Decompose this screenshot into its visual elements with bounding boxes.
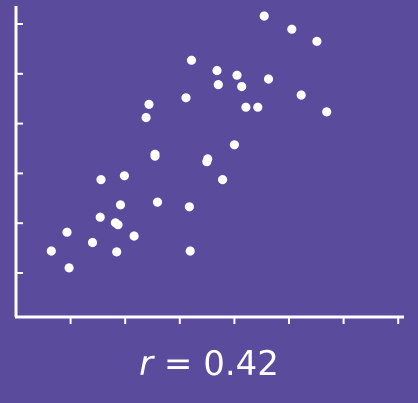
- data-point: [87, 237, 98, 248]
- data-point: [259, 11, 269, 21]
- data-point: [115, 200, 126, 210]
- data-point: [112, 247, 122, 257]
- data-point: [263, 74, 274, 84]
- data-point: [144, 99, 154, 109]
- data-point: [296, 90, 306, 100]
- data-point: [113, 220, 123, 230]
- data-point: [150, 151, 160, 161]
- data-point: [141, 112, 151, 123]
- data-point: [185, 246, 195, 256]
- data-point: [253, 102, 263, 112]
- data-point: [213, 80, 223, 90]
- data-point: [96, 175, 106, 185]
- data-point: [46, 246, 56, 256]
- data-point: [119, 171, 129, 181]
- data-point: [203, 154, 213, 164]
- data-point: [184, 202, 194, 212]
- correlation-variable: r: [139, 344, 154, 384]
- data-point: [287, 24, 297, 34]
- data-point: [237, 81, 247, 92]
- data-point: [64, 263, 74, 273]
- data-point: [312, 36, 322, 47]
- data-point: [95, 212, 105, 222]
- data-point: [218, 175, 228, 185]
- correlation-caption: r = 0.42: [0, 344, 418, 384]
- correlation-equals: =: [153, 344, 204, 384]
- data-point: [322, 107, 332, 117]
- data-point: [232, 70, 242, 80]
- data-point: [186, 55, 197, 65]
- data-point: [129, 231, 139, 241]
- data-point: [229, 140, 239, 150]
- data-point: [241, 102, 251, 112]
- data-point: [62, 227, 72, 237]
- correlation-value: 0.42: [203, 344, 279, 384]
- data-point: [152, 197, 163, 207]
- data-point: [181, 93, 191, 103]
- scatter-plot: [14, 6, 404, 324]
- data-point: [212, 65, 222, 76]
